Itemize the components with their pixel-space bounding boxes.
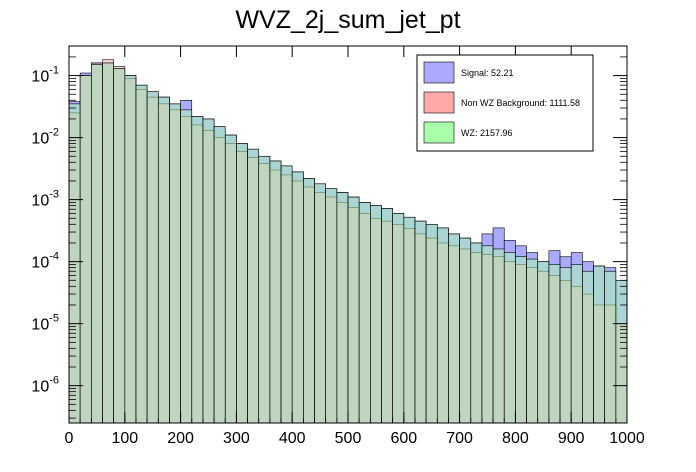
wz-bin [470,242,483,424]
wz-bin [325,188,338,424]
wz-bin [425,223,438,424]
y-tick-label: 10-3 [31,189,59,210]
wz-bin [247,148,260,424]
x-tick-label: 1000 [609,430,645,447]
wz-bin [146,91,159,424]
wz-bin [381,208,393,424]
wz-bin [113,68,126,424]
wz-bin [593,265,605,424]
wz-bin [236,143,248,424]
wz-bin [191,116,204,424]
y-tick-label: 10-6 [31,375,59,396]
wz-bin [526,258,539,424]
x-tick-label: 200 [167,430,194,447]
wz-bin [370,205,382,424]
wz-bin [347,196,360,424]
wz-bin [124,75,137,424]
wz-bin [336,192,349,424]
chart-title: WVZ_2j_sum_jet_pt [235,6,460,34]
wz-bin [503,252,516,424]
axes: 0 100 200 300 400 500 600 700 800 900 1000 10-6 10-5… [31,45,645,447]
wz-bin [537,261,550,424]
wz-bin [91,64,103,424]
wz-bin [224,134,237,424]
wz-bin [392,213,405,424]
y-tick-label: 10-1 [31,65,59,86]
wz-bin [604,270,617,424]
wz-bin [615,280,628,424]
wz-bin [135,84,148,424]
legend-swatch [423,91,455,114]
legend-label: Non WZ Background: 1111.58 [461,98,580,108]
legend-label: Signal: 52.21 [461,68,514,78]
wz-bin [213,126,226,424]
series-2 [68,62,628,424]
wz-bin [481,245,494,424]
legend-label: WZ: 2157.96 [461,128,513,138]
x-tick-label: 900 [558,430,585,447]
x-tick-label: 300 [223,430,250,447]
legend: Signal: 52.21 Non WZ Background: 1111.58 W… [416,54,594,152]
wz-bin [314,183,326,424]
wz-bin [436,227,449,424]
wz-bin [169,103,181,424]
x-tick-label: 100 [111,430,138,447]
wz-bin [559,267,572,424]
legend-swatch [423,61,455,84]
x-tick-label: 400 [279,430,306,447]
wz-bin [280,165,293,424]
wz-bin [548,264,561,424]
wz-bin [448,233,460,424]
wz-bin [403,216,416,424]
legend-swatch [423,121,455,144]
wz-bin [570,264,583,424]
wz-bin [459,237,472,424]
wz-bin [303,178,315,424]
wz-bin [358,202,371,424]
x-tick-label: 500 [335,430,362,447]
wz-bin [582,270,594,424]
wz-bin [102,62,114,424]
x-tick-label: 600 [390,430,417,447]
y-tick-label: 10-4 [31,251,59,272]
x-tick-label: 0 [65,430,74,447]
wz-bin [79,75,92,424]
wz-bin [269,160,282,424]
wz-bin [515,256,527,424]
wz-bin [258,155,271,424]
x-tick-label: 700 [446,430,473,447]
wz-bin [157,96,170,424]
wz-bin [180,109,193,424]
wz-bin [291,171,304,424]
wz-bin [202,118,215,424]
wz-bin [414,220,427,424]
x-tick-label: 800 [502,430,529,447]
y-tick-label: 10-2 [31,127,59,148]
y-tick-label: 10-5 [31,313,59,334]
wz-bin [492,248,505,424]
